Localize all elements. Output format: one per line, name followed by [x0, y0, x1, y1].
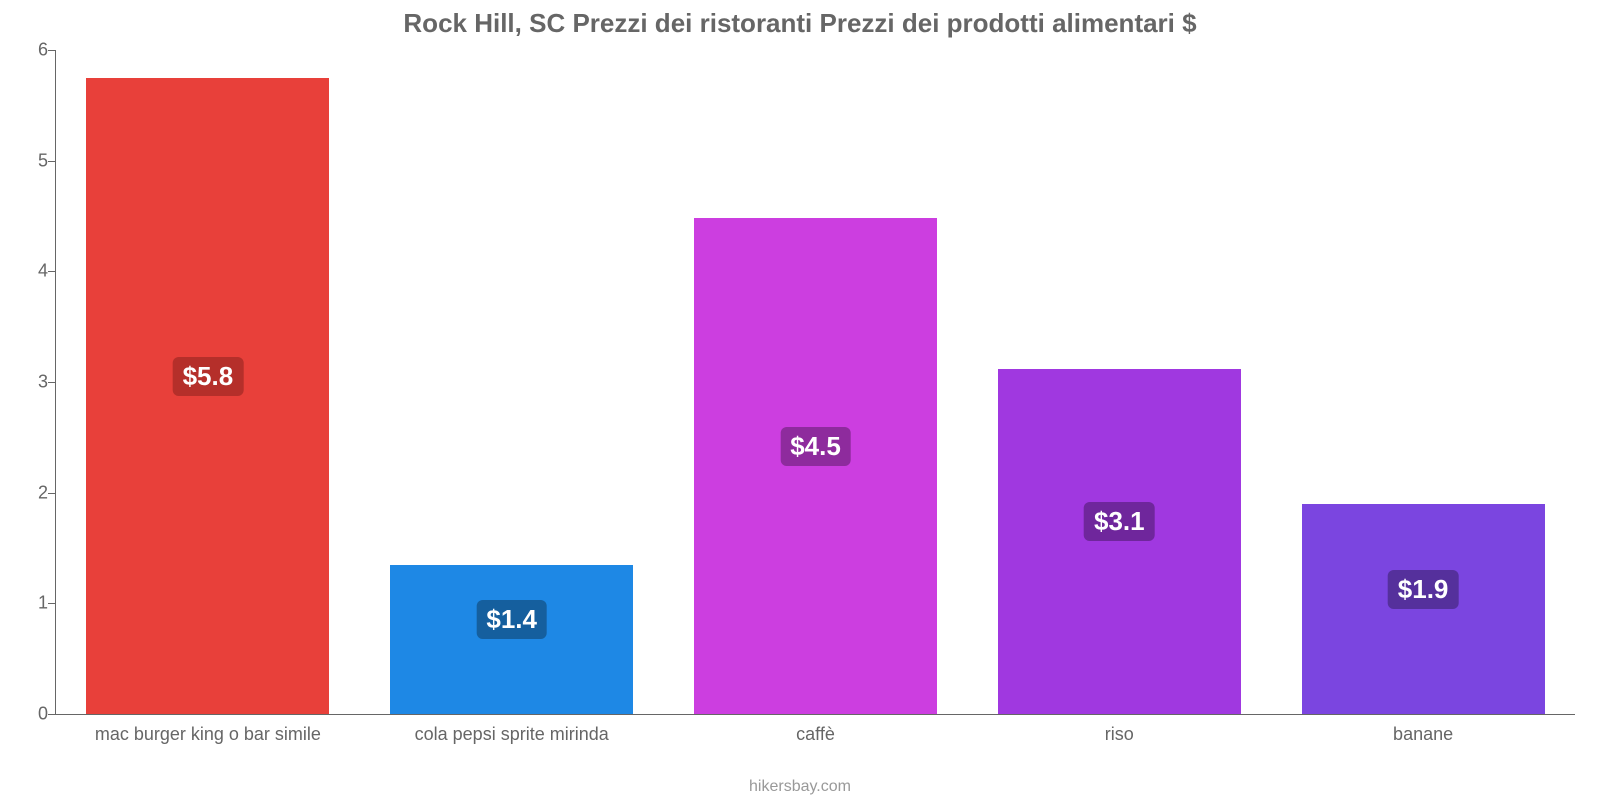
x-category-label: caffè: [796, 724, 835, 745]
y-tick-mark: [48, 382, 56, 383]
chart-title: Rock Hill, SC Prezzi dei ristoranti Prez…: [0, 0, 1600, 39]
y-tick-label: 0: [16, 704, 48, 725]
bar: [694, 218, 937, 714]
y-tick-label: 2: [16, 482, 48, 503]
y-tick-label: 5: [16, 150, 48, 171]
y-tick-mark: [48, 50, 56, 51]
value-badge: $5.8: [173, 357, 244, 396]
y-tick-label: 4: [16, 261, 48, 282]
y-tick-mark: [48, 603, 56, 604]
value-badge: $3.1: [1084, 502, 1155, 541]
bars-container: $5.8mac burger king o bar simile$1.4cola…: [56, 50, 1575, 714]
x-category-label: banane: [1393, 724, 1453, 745]
x-category-label: riso: [1105, 724, 1134, 745]
attribution-text: hikersbay.com: [0, 778, 1600, 796]
value-badge: $1.9: [1388, 570, 1459, 609]
plot-area: $5.8mac burger king o bar simile$1.4cola…: [55, 50, 1575, 715]
value-badge: $1.4: [476, 600, 547, 639]
y-tick-mark: [48, 714, 56, 715]
price-bar-chart: Rock Hill, SC Prezzi dei ristoranti Prez…: [0, 0, 1600, 800]
value-badge: $4.5: [780, 427, 851, 466]
y-tick-label: 6: [16, 40, 48, 61]
y-tick-mark: [48, 271, 56, 272]
y-tick-label: 3: [16, 372, 48, 393]
y-tick-label: 1: [16, 593, 48, 614]
y-tick-mark: [48, 161, 56, 162]
x-category-label: cola pepsi sprite mirinda: [415, 724, 609, 745]
x-category-label: mac burger king o bar simile: [95, 724, 321, 745]
y-tick-mark: [48, 493, 56, 494]
